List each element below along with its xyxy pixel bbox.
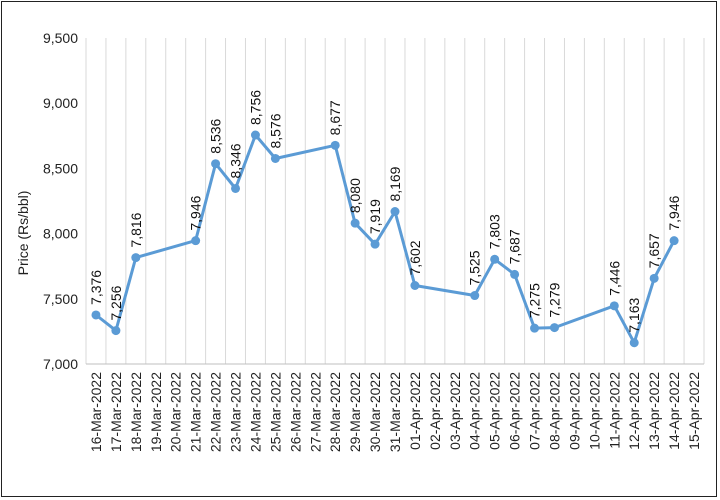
x-tick-label: 24-Mar-2022 [247,372,263,452]
data-label: 7,279 [546,282,562,317]
data-label: 7,256 [108,285,124,320]
y-tick-label: 7,500 [43,291,78,307]
y-tick-label: 8,000 [43,226,78,242]
x-axis-ticks: 16-Mar-2022 17-Mar-2022 18-Mar-2022 19-Mar-… [88,372,702,452]
x-tick-label: 14-Apr-2022 [666,372,682,450]
x-tick-label: 12-Apr-2022 [626,372,642,450]
data-label: 7,946 [666,195,682,230]
data-point [609,301,619,311]
x-tick-label: 03-Apr-2022 [447,372,463,450]
data-point [231,183,241,193]
data-point [669,236,679,246]
x-tick-label: 06-Apr-2022 [507,372,523,450]
data-point [131,253,141,263]
x-tick-label: 30-Mar-2022 [367,372,383,452]
data-point [191,236,201,246]
data-label: 7,946 [188,195,204,230]
data-point [390,207,400,217]
data-label: 7,803 [487,214,503,249]
x-tick-label: 15-Apr-2022 [686,372,702,450]
x-tick-label: 25-Mar-2022 [267,372,283,452]
x-tick-label: 02-Apr-2022 [427,372,443,450]
data-label: 7,602 [407,240,423,275]
y-tick-label: 8,500 [43,160,78,176]
x-tick-label: 09-Apr-2022 [566,372,582,450]
data-label: 7,376 [88,270,104,305]
data-label: 7,687 [507,229,523,264]
data-point [490,254,500,264]
data-label: 8,756 [247,90,263,125]
y-tick-label: 9,000 [43,95,78,111]
data-point [91,310,101,320]
x-tick-label: 29-Mar-2022 [347,372,363,452]
data-label: 7,657 [646,233,662,268]
data-label: 7,816 [128,212,144,247]
x-tick-label: 28-Mar-2022 [327,372,343,452]
data-point [330,140,340,150]
x-tick-label: 16-Mar-2022 [88,372,104,452]
x-tick-label: 07-Apr-2022 [527,372,543,450]
data-points [91,130,679,348]
x-tick-label: 05-Apr-2022 [487,372,503,450]
y-axis-ticks: 7,000 7,500 8,000 8,500 9,000 9,500 [43,30,78,372]
y-axis-label: Price (Rs/bbl) [15,191,31,276]
data-point [410,280,420,290]
data-point [270,153,280,163]
x-tick-label: 10-Apr-2022 [586,372,602,450]
data-label: 7,163 [626,297,642,332]
data-point [250,130,260,140]
data-point [629,338,639,348]
data-point [510,269,520,279]
x-tick-label: 20-Mar-2022 [168,372,184,452]
data-point [549,323,559,333]
data-point [350,218,360,228]
data-point [649,273,659,283]
x-tick-label: 26-Mar-2022 [287,372,303,452]
x-tick-label: 01-Apr-2022 [407,372,423,450]
x-tick-label: 11-Apr-2022 [606,372,622,449]
y-tick-label: 7,000 [43,356,78,372]
data-label: 7,919 [367,199,383,234]
gridlines [85,38,705,365]
x-tick-label: 13-Apr-2022 [646,372,662,450]
x-tick-label: 21-Mar-2022 [188,372,204,452]
x-tick-label: 19-Mar-2022 [148,372,164,452]
x-tick-label: 08-Apr-2022 [546,372,562,450]
data-label: 7,275 [527,283,543,318]
price-series [95,133,676,345]
x-tick-label: 23-Mar-2022 [228,372,244,452]
x-tick-label: 27-Mar-2022 [307,372,323,452]
data-label: 7,446 [606,261,622,296]
y-tick-label: 9,500 [43,30,78,46]
data-point [111,326,121,336]
data-label: 8,080 [347,178,363,213]
data-label: 8,346 [228,143,244,178]
x-tick-label: 22-Mar-2022 [208,372,224,452]
x-tick-label: 04-Apr-2022 [467,372,483,450]
data-point [370,239,380,249]
data-label: 7,525 [467,250,483,285]
data-label: 8,576 [267,113,283,148]
x-tick-label: 17-Mar-2022 [108,372,124,452]
data-label: 8,536 [208,118,224,153]
data-point [211,159,221,169]
price-line [95,133,676,345]
x-tick-label: 18-Mar-2022 [128,372,144,452]
data-point [470,291,480,301]
data-point [530,323,540,333]
data-label: 8,677 [327,100,343,135]
x-tick-label: 31-Mar-2022 [387,372,403,452]
data-label: 8,169 [387,166,403,201]
